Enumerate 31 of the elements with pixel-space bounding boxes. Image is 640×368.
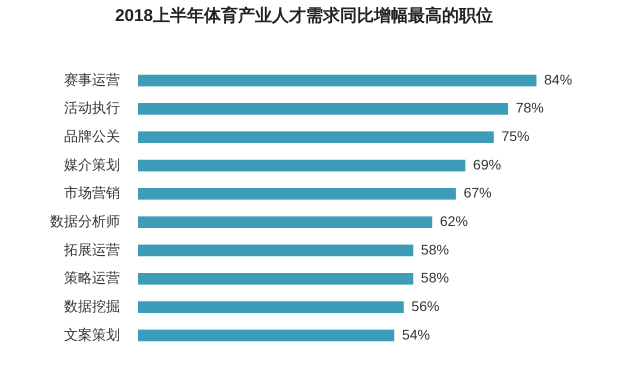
bar: [138, 103, 508, 115]
bar: [138, 330, 394, 342]
bar: [138, 272, 414, 285]
y-tick-label: 策略运营: [64, 270, 120, 286]
data-label: 69%: [473, 156, 502, 172]
bar: [138, 188, 456, 200]
data-label: 84%: [544, 71, 572, 88]
data-label: 58%: [420, 241, 449, 258]
data-label: 67%: [464, 184, 492, 201]
bar: [138, 160, 466, 172]
y-tick-label: 赛事运营: [64, 71, 120, 88]
bar: [138, 216, 432, 228]
y-tick-label: 拓展运营: [63, 241, 120, 258]
bar: [138, 301, 404, 313]
bar: [138, 74, 536, 86]
bar: [138, 131, 494, 144]
data-label: 78%: [516, 100, 544, 116]
y-tick-label: 数据分析师: [50, 213, 120, 230]
y-tick-label: 品牌公关: [64, 128, 120, 144]
data-label: 54%: [402, 326, 430, 342]
y-tick-label: 文案策划: [64, 326, 120, 342]
y-tick-label: 活动执行: [64, 100, 120, 116]
bar: [138, 244, 414, 256]
chart-title: 2018上半年体育产业人才需求同比增幅最高的职位: [115, 4, 493, 25]
y-tick-label: 市场营销: [64, 184, 120, 201]
y-tick-label: 媒介策划: [64, 156, 120, 172]
y-tick-label: 数据挖掘: [64, 298, 120, 314]
data-label: 75%: [501, 128, 530, 144]
data-label: 56%: [411, 298, 440, 314]
data-label: 62%: [440, 213, 468, 230]
data-label: 58%: [420, 270, 449, 286]
